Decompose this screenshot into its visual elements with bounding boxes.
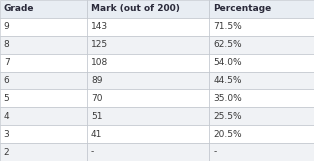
Text: 4: 4 bbox=[4, 112, 9, 121]
Text: 8: 8 bbox=[4, 40, 9, 49]
Bar bbox=[209, 125, 314, 143]
Bar bbox=[209, 71, 314, 90]
Bar bbox=[87, 36, 209, 54]
Text: 41: 41 bbox=[91, 130, 102, 139]
Bar bbox=[0, 0, 87, 18]
Text: 6: 6 bbox=[4, 76, 9, 85]
Text: 54.0%: 54.0% bbox=[213, 58, 242, 67]
Bar bbox=[87, 71, 209, 90]
Text: 20.5%: 20.5% bbox=[213, 130, 242, 139]
Text: 51: 51 bbox=[91, 112, 102, 121]
Text: 89: 89 bbox=[91, 76, 102, 85]
Bar bbox=[0, 107, 87, 125]
Bar bbox=[0, 71, 87, 90]
Bar bbox=[209, 90, 314, 107]
Bar bbox=[0, 143, 87, 161]
Bar bbox=[209, 0, 314, 18]
Bar bbox=[87, 18, 209, 36]
Text: 25.5%: 25.5% bbox=[213, 112, 242, 121]
Text: -: - bbox=[213, 147, 216, 156]
Text: Mark (out of 200): Mark (out of 200) bbox=[91, 5, 180, 14]
Bar bbox=[209, 54, 314, 71]
Bar bbox=[87, 0, 209, 18]
Text: 143: 143 bbox=[91, 22, 108, 31]
Text: 62.5%: 62.5% bbox=[213, 40, 242, 49]
Bar bbox=[87, 54, 209, 71]
Bar bbox=[0, 90, 87, 107]
Text: 71.5%: 71.5% bbox=[213, 22, 242, 31]
Bar bbox=[209, 143, 314, 161]
Text: Percentage: Percentage bbox=[213, 5, 271, 14]
Bar bbox=[209, 107, 314, 125]
Text: 2: 2 bbox=[4, 147, 9, 156]
Text: 35.0%: 35.0% bbox=[213, 94, 242, 103]
Text: 70: 70 bbox=[91, 94, 102, 103]
Bar bbox=[87, 107, 209, 125]
Text: Grade: Grade bbox=[4, 5, 34, 14]
Bar bbox=[0, 54, 87, 71]
Text: 3: 3 bbox=[4, 130, 9, 139]
Bar bbox=[0, 18, 87, 36]
Text: 7: 7 bbox=[4, 58, 9, 67]
Bar bbox=[209, 18, 314, 36]
Text: 5: 5 bbox=[4, 94, 9, 103]
Bar bbox=[0, 36, 87, 54]
Text: -: - bbox=[91, 147, 94, 156]
Bar bbox=[87, 143, 209, 161]
Text: 108: 108 bbox=[91, 58, 108, 67]
Bar bbox=[209, 36, 314, 54]
Bar bbox=[0, 125, 87, 143]
Text: 9: 9 bbox=[4, 22, 9, 31]
Text: 125: 125 bbox=[91, 40, 108, 49]
Bar bbox=[87, 90, 209, 107]
Text: 44.5%: 44.5% bbox=[213, 76, 241, 85]
Bar bbox=[87, 125, 209, 143]
